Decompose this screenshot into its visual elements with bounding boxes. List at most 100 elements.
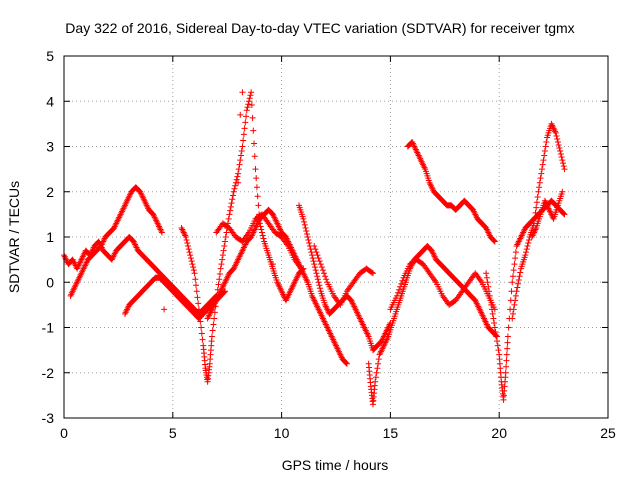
data-point-arc4 [192, 276, 199, 283]
data-point-arc4 [229, 196, 236, 203]
data-point-arc4 [244, 104, 251, 111]
y-tick-label: 0 [46, 274, 54, 290]
data-point-arc8 [316, 258, 323, 265]
data-point-arc4 [230, 192, 237, 199]
data-point-arc4 [210, 321, 217, 328]
data-point-arc7 [313, 270, 320, 277]
data-point-arc7 [300, 215, 307, 222]
data-point-arc4 [246, 95, 253, 102]
x-tick-label: 5 [169, 425, 177, 441]
data-point-arc4 [247, 92, 254, 99]
data-point-arc12 [492, 329, 499, 336]
data-point-arc8 [318, 264, 325, 271]
data-point-arc4 [238, 148, 245, 155]
data-point-arc12 [512, 249, 519, 256]
data-point-arc4 [252, 166, 259, 173]
data-point-arc12 [512, 255, 519, 262]
data-point-arc13 [558, 154, 565, 161]
data-point-arc13 [561, 166, 568, 173]
axis-ticks: 0 5 10 15 20 25 -3 -2 -1 0 1 2 3 4 5 [42, 48, 616, 441]
data-point-arc4 [197, 318, 204, 325]
data-point-arc12 [495, 347, 502, 354]
data-point-arc13 [537, 175, 544, 182]
data-point-arc4 [195, 300, 202, 307]
data-point-arc7 [309, 252, 316, 259]
data-point-arc12 [503, 351, 510, 358]
data-point-arc4 [235, 170, 242, 177]
data-point-arc13 [535, 188, 542, 195]
data-point-arc4 [190, 264, 197, 271]
data-point-arc7 [315, 279, 322, 286]
data-point-arc4 [222, 238, 229, 245]
data-point-arc13 [560, 160, 567, 167]
data-point-arc13 [511, 301, 518, 308]
data-point-arc13 [552, 129, 559, 136]
data-point-arc4 [243, 107, 250, 114]
y-tick-label: 5 [46, 48, 54, 64]
data-point-arc7 [317, 285, 324, 292]
data-point-arc4 [219, 252, 226, 259]
data-point-arc10 [397, 283, 404, 290]
data-point-arc10 [395, 289, 402, 296]
x-tick-label: 20 [491, 425, 507, 441]
data-point-arc13 [539, 161, 546, 168]
data-point-arc13 [514, 284, 521, 291]
data-point-arc4 [243, 113, 250, 120]
data-point-arc13 [522, 252, 529, 259]
data-point-isolated [269, 261, 276, 268]
x-axis-label: GPS time / hours [282, 457, 389, 473]
data-point-arc10 [399, 277, 406, 284]
data-point-arc12 [560, 210, 567, 217]
data-point-arc4 [253, 175, 260, 182]
data-point-arc4 [240, 131, 247, 138]
data-point-arc13 [554, 135, 561, 142]
data-point-arc4 [193, 282, 200, 289]
data-point-arc7 [303, 227, 310, 234]
data-point-arc12 [509, 279, 516, 286]
data-point-arc13 [538, 166, 545, 173]
data-point-arc13 [533, 204, 540, 211]
data-point-arc4 [217, 265, 224, 272]
data-point-arc13 [532, 209, 539, 216]
data-point-arc12 [503, 357, 510, 364]
data-point-arc13 [557, 148, 564, 155]
data-point-arc4 [185, 243, 192, 250]
data-marks [61, 89, 568, 408]
data-point-arc4 [186, 249, 193, 256]
data-point-arc12 [486, 292, 493, 299]
data-point-arc4 [259, 232, 266, 239]
data-point-arc4 [209, 327, 216, 334]
data-point-arc12 [491, 324, 498, 331]
data-point-arc14 [559, 188, 566, 195]
data-point-arc4 [251, 140, 258, 147]
data-point-arc4 [233, 176, 240, 183]
grid [64, 56, 608, 418]
x-tick-label: 25 [600, 425, 616, 441]
data-point-arc4 [248, 102, 255, 109]
data-point-arc13 [560, 163, 567, 170]
data-point-arc4 [249, 114, 256, 121]
data-point-arc12 [483, 270, 490, 277]
data-point-arc13 [523, 246, 530, 253]
data-point-arc6 [298, 265, 305, 272]
data-point-arc4 [232, 182, 239, 189]
data-point-arc4 [183, 237, 190, 244]
data-point-arc12 [485, 283, 492, 290]
data-point-arc13 [517, 269, 524, 276]
data-point-arc7 [303, 230, 310, 237]
data-point-isolated [239, 89, 246, 96]
data-point-arc13 [516, 273, 523, 280]
data-point-arc13 [543, 138, 550, 145]
data-point-arc13 [512, 292, 519, 299]
data-point-arc13 [536, 179, 543, 186]
data-point-arc4 [211, 315, 218, 322]
data-point-isolated [237, 111, 244, 118]
data-point-arc12 [505, 324, 512, 331]
data-point-arc13 [525, 240, 532, 247]
data-point-arc8 [312, 246, 319, 253]
data-point-arc4 [196, 312, 203, 319]
chart-title: Day 322 of 2016, Sidereal Day-to-day VTE… [65, 20, 574, 36]
data-point-arc4 [230, 188, 237, 195]
data-point-arc4 [236, 161, 243, 168]
